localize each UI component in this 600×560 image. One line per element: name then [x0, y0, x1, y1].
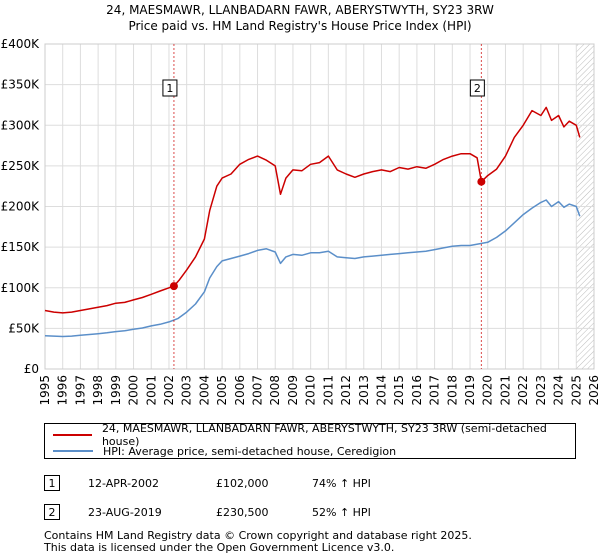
legend: 24, MAESMAWR, LLANBADARN FAWR, ABERYSTWY…	[44, 422, 576, 459]
x-tick-label: 1997	[73, 375, 87, 406]
transaction-point	[169, 282, 178, 291]
transaction-point	[477, 177, 486, 186]
footer: Contains HM Land Registry data © Crown c…	[44, 530, 472, 554]
x-tick-label: 2005	[215, 375, 229, 406]
x-tick-label: 2017	[428, 375, 442, 406]
y-tick-label: £0	[24, 362, 39, 376]
chart-subtitle: Price paid vs. HM Land Registry's House …	[128, 19, 471, 33]
transaction-price: £230,500	[216, 506, 269, 519]
hpi-series-line	[44, 199, 581, 338]
price-chart: 24, MAESMAWR, LLANBADARN FAWR, ABERYSTWY…	[1, 3, 600, 406]
x-tick-label: 1999	[109, 375, 123, 406]
x-tick-label: 2006	[233, 375, 247, 406]
x-tick-label: 2020	[481, 375, 495, 406]
x-tick-label: 2015	[392, 375, 406, 406]
y-tick-label: £50K	[8, 321, 40, 335]
y-tick-label: £100K	[1, 281, 41, 295]
legend-label-hpi: HPI: Average price, semi-detached house,…	[103, 444, 397, 458]
x-tick-label: 2000	[127, 375, 141, 406]
x-tick-label: 2021	[498, 375, 512, 406]
transaction-date: 23-AUG-2019	[88, 506, 162, 519]
legend-swatch-property	[53, 434, 92, 436]
x-tick-label: 2003	[180, 375, 194, 406]
x-tick-label: 2013	[357, 375, 371, 406]
x-tick-label: 2024	[552, 375, 566, 406]
x-tick-label: 2009	[286, 375, 300, 406]
x-tick-label: 2001	[144, 375, 158, 406]
x-tick-label: 2023	[534, 375, 548, 406]
x-tick-label: 2011	[321, 375, 335, 406]
x-tick-label: 2025	[569, 375, 583, 406]
x-tick-label: 2010	[304, 375, 318, 406]
legend-item-property: 24, MAESMAWR, LLANBADARN FAWR, ABERYSTWY…	[53, 422, 575, 448]
x-tick-label: 1995	[38, 375, 52, 406]
x-tick-label: 2007	[251, 375, 265, 406]
plot-border	[44, 43, 595, 370]
y-tick-label: £300K	[1, 118, 41, 132]
x-tick-label: 2014	[374, 375, 388, 406]
legend-swatch-hpi	[53, 450, 93, 452]
x-tick-label: 2002	[162, 375, 176, 406]
x-tick-label: 2018	[445, 375, 459, 406]
y-tick-label: £200K	[1, 200, 41, 214]
legend-item-hpi: HPI: Average price, semi-detached house,…	[53, 443, 396, 459]
transaction-date: 12-APR-2002	[88, 477, 160, 490]
x-tick-label: 2022	[516, 375, 530, 406]
x-tick-label: 2004	[197, 375, 211, 406]
x-tick-label: 1996	[56, 375, 70, 406]
transaction-hpi-change: 74% ↑ HPI	[312, 477, 371, 490]
footer-licence: This data is licensed under the Open Gov…	[44, 541, 395, 554]
transaction-badge: 2	[44, 504, 60, 520]
transaction-hpi-change: 52% ↑ HPI	[312, 506, 371, 519]
transaction-price: £102,000	[216, 477, 269, 490]
x-tick-label: 2008	[268, 375, 282, 406]
y-tick-label: £150K	[1, 240, 41, 254]
transaction-marker-box	[469, 79, 485, 97]
transaction-marker-label: 1	[166, 82, 173, 95]
legend-label-property: 24, MAESMAWR, LLANBADARN FAWR, ABERYSTWY…	[101, 422, 547, 448]
chart-title: 24, MAESMAWR, LLANBADARN FAWR, ABERYSTWY…	[106, 3, 494, 17]
transaction-marker-label: 2	[474, 82, 481, 95]
y-tick-label: £350K	[1, 78, 41, 92]
x-tick-label: 2012	[339, 375, 353, 406]
y-tick-label: £400K	[1, 37, 41, 51]
x-tick-label: 2026	[587, 375, 600, 406]
x-tick-label: 2019	[463, 375, 477, 406]
x-tick-label: 1998	[91, 375, 105, 406]
transaction-badge: 1	[44, 475, 60, 491]
footer-copyright: Contains HM Land Registry data © Crown c…	[44, 529, 472, 542]
x-tick-label: 2016	[410, 375, 424, 406]
transaction-marker-box	[162, 79, 178, 97]
y-tick-label: £250K	[1, 159, 41, 173]
property-series-line	[44, 106, 581, 314]
